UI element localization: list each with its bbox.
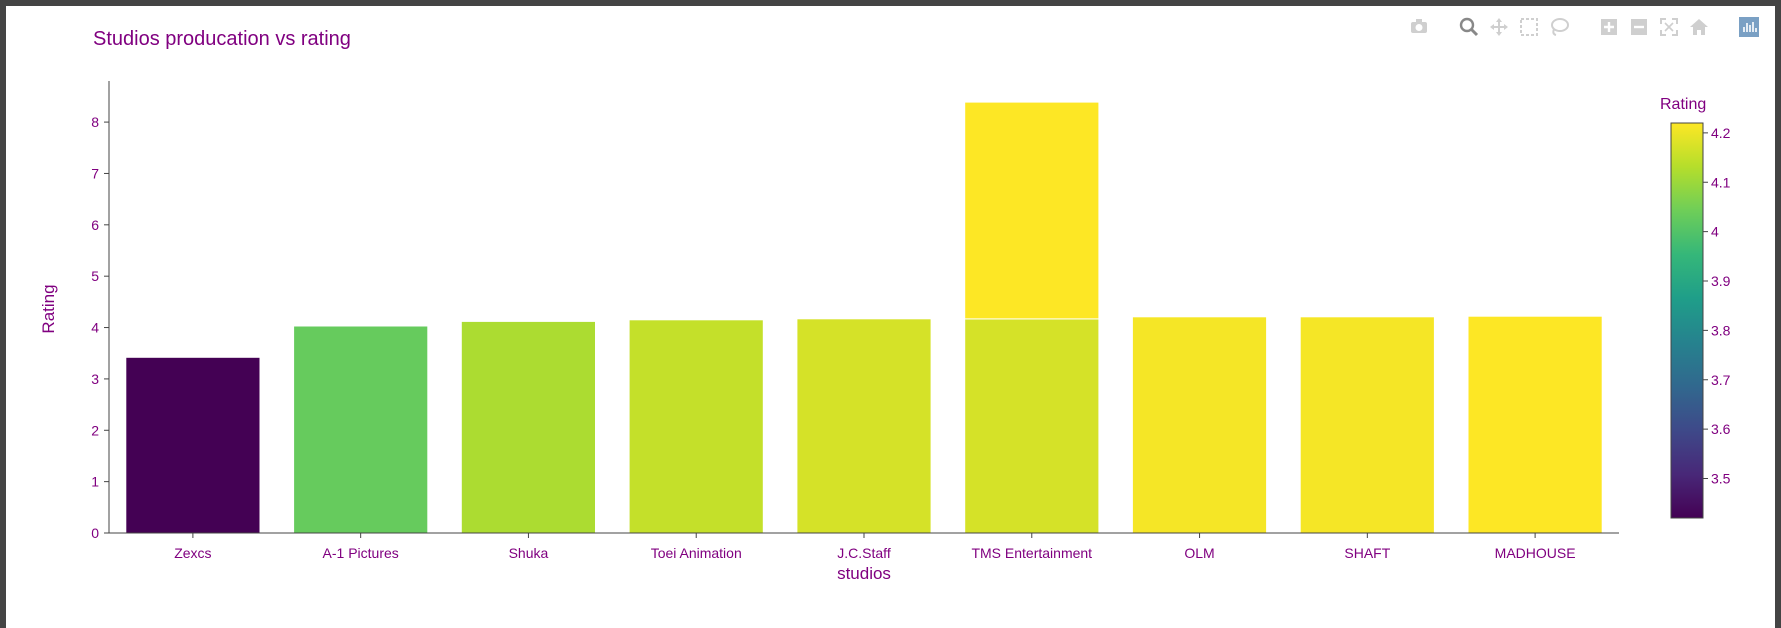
colorbar-tick-label: 3.7 (1711, 372, 1731, 388)
colorbar-gradient (1670, 122, 1704, 519)
bar-a-1-pictures[interactable] (293, 325, 429, 534)
home-icon[interactable] (1687, 16, 1711, 38)
colorbar-tick-label: 3.9 (1711, 273, 1731, 289)
x-axis-title: studios (837, 564, 891, 583)
colorbar: Rating 3.5 3.6 3.7 3.8 3.9 4 4.1 4.2 (1660, 96, 1731, 519)
bar-zexcs[interactable] (125, 356, 261, 534)
axes-layer: 0 1 2 3 4 5 6 7 8 Zexcs A-1 Pictures Shuka Toei Anim… (91, 81, 1619, 561)
lasso-icon[interactable] (1547, 16, 1571, 38)
modebar (1407, 16, 1761, 38)
x-tick-label: Zexcs (174, 545, 211, 561)
x-tick-label: TMS Entertainment (971, 545, 1092, 561)
colorbar-title: Rating (1660, 96, 1706, 113)
colorbar-tick-label: 4 (1711, 224, 1719, 240)
colorbar-tick-label: 3.5 (1711, 471, 1731, 487)
bar-madhouse[interactable] (1467, 315, 1603, 534)
y-tick-label: 3 (91, 371, 99, 387)
x-tick-label: MADHOUSE (1495, 545, 1576, 561)
x-tick-label: Shuka (509, 545, 549, 561)
bar-toei-animation[interactable] (628, 319, 764, 534)
zoom-in-icon[interactable] (1597, 16, 1621, 38)
y-axis-title: Rating (39, 284, 58, 333)
y-tick-label: 0 (91, 525, 99, 541)
y-tick-label: 7 (91, 165, 99, 181)
chart-title: Studios producation vs rating (93, 28, 351, 50)
zoom-out-icon[interactable] (1627, 16, 1651, 38)
bar-j-c-staff[interactable] (796, 318, 932, 534)
x-tick-label: SHAFT (1344, 545, 1390, 561)
bar-shuka[interactable] (460, 320, 596, 534)
x-tick-label: Toei Animation (651, 545, 742, 561)
zoom-icon[interactable] (1457, 16, 1481, 38)
y-tick-label: 4 (91, 320, 99, 336)
plotly-logo-icon[interactable] (1737, 16, 1761, 38)
colorbar-tick-label: 4.2 (1711, 125, 1731, 141)
camera-icon[interactable] (1407, 16, 1431, 38)
colorbar-tick-label: 4.1 (1711, 174, 1731, 190)
box-select-icon[interactable] (1517, 16, 1541, 38)
x-tick-label: OLM (1184, 545, 1214, 561)
x-tick-label: A-1 Pictures (323, 545, 399, 561)
bar-tms-entertainment[interactable] (964, 318, 1100, 534)
y-tick-label: 8 (91, 114, 99, 130)
autoscale-icon[interactable] (1657, 16, 1681, 38)
bar-tms-entertainment-segment-2[interactable] (964, 101, 1100, 320)
chart-frame: Studios producation vs rating studios Ra… (6, 6, 1775, 628)
y-tick-label: 1 (91, 474, 99, 490)
bar-shaft[interactable] (1299, 316, 1435, 534)
bar-olm[interactable] (1131, 316, 1268, 534)
y-tick-label: 2 (91, 422, 99, 438)
colorbar-tick-label: 3.8 (1711, 322, 1731, 338)
x-tick-label: J.C.Staff (837, 545, 891, 561)
bars-layer (125, 101, 1603, 534)
y-tick-label: 6 (91, 217, 99, 233)
bar-chart: Studios producation vs rating studios Ra… (39, 28, 1731, 583)
y-tick-label: 5 (91, 268, 99, 284)
pan-icon[interactable] (1487, 16, 1511, 38)
colorbar-tick-label: 3.6 (1711, 421, 1731, 437)
